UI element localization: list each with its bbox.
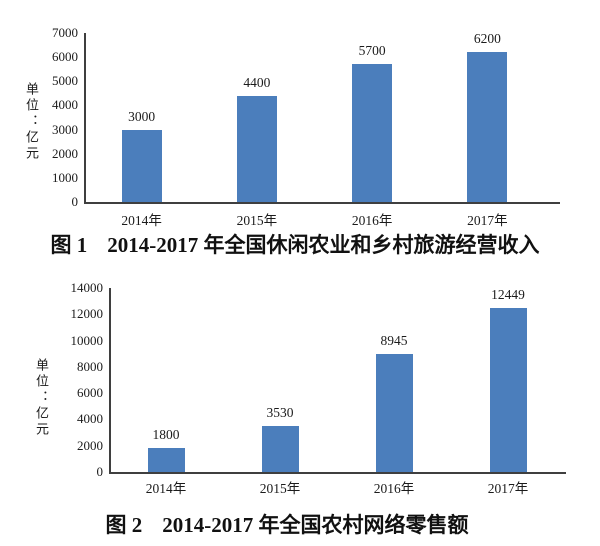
y-tick-label: 7000 xyxy=(52,25,78,40)
figure-1-caption: 图 1 2014-2017 年全国休闲农业和乡村旅游经营收入 xyxy=(0,233,595,257)
y-tick-label: 0 xyxy=(96,464,104,479)
bar-2014 xyxy=(121,129,162,202)
bar-2016 xyxy=(375,354,413,472)
x-category-label: 2014年 xyxy=(121,213,162,228)
y-tick-label: 4000 xyxy=(77,411,103,427)
x-category-label: 2017年 xyxy=(487,481,529,496)
x-category-label: 2017年 xyxy=(467,213,508,228)
bar-value-label: 3530 xyxy=(266,404,294,420)
x-category-label: 2016年 xyxy=(373,481,415,496)
figure-1-chart: 单位：亿元 0 1000 2000 3000 4000 5000 6000 7000 3000 2… xyxy=(0,25,595,257)
x-axis-line xyxy=(109,472,566,474)
x-axis-line xyxy=(84,202,560,204)
figure-1-label: 图 1 xyxy=(50,233,88,257)
bar-value-label: 5700 xyxy=(358,43,386,59)
bar-2015 xyxy=(261,425,299,472)
y-tick-label: 10000 xyxy=(70,332,104,348)
bar-value-label: 12449 xyxy=(491,287,525,303)
y-tick-label: 12000 xyxy=(70,306,104,322)
y-axis-unit-label: 单位：亿元 xyxy=(24,82,39,162)
y-tick-label: 1000 xyxy=(52,169,78,185)
y-tick-label: 6000 xyxy=(52,49,78,65)
y-tick-label: 6000 xyxy=(77,385,103,401)
x-category-label: 2016年 xyxy=(351,213,393,228)
y-tick-label: 2000 xyxy=(77,437,103,453)
figure-2-title: 2014-2017 年全国农村网络零售额 xyxy=(162,513,469,537)
y-axis-line xyxy=(84,33,86,204)
x-category-label: 2015年 xyxy=(259,481,301,496)
bar-2014 xyxy=(147,448,185,472)
y-tick-label: 3000 xyxy=(52,121,78,137)
y-axis-unit-label: 单位：亿元 xyxy=(34,358,49,438)
figure-1-plot-area: 0 1000 2000 3000 4000 5000 6000 7000 3000 2014年 44… xyxy=(52,25,560,228)
bar-value-label: 4400 xyxy=(243,74,271,90)
y-tick-label: 8000 xyxy=(77,358,103,374)
figure-2-caption: 图 2 2014-2017 年全国农村网络零售额 xyxy=(0,513,587,537)
y-axis-line xyxy=(109,288,111,474)
y-tick-label: 0 xyxy=(71,194,79,209)
bar-value-label: 6200 xyxy=(473,31,501,47)
figure-2-chart: 单位：亿元 0 2000 4000 6000 8000 10000 12000 14000 18… xyxy=(0,273,600,546)
y-tick-label: 4000 xyxy=(52,97,78,113)
y-tick-label: 14000 xyxy=(70,280,104,295)
bar-value-label: 1800 xyxy=(152,427,180,443)
y-tick-label: 5000 xyxy=(52,73,78,89)
bar-2017 xyxy=(489,308,527,472)
figure-1-title: 2014-2017 年全国休闲农业和乡村旅游经营收入 xyxy=(107,233,540,257)
bar-2017 xyxy=(467,52,508,202)
bar-2016 xyxy=(352,64,393,202)
x-category-label: 2014年 xyxy=(145,481,187,496)
x-category-label: 2015年 xyxy=(236,213,278,228)
bar-value-label: 8945 xyxy=(380,333,408,349)
y-tick-label: 2000 xyxy=(52,145,78,161)
bar-value-label: 3000 xyxy=(128,108,156,124)
figure-2-label: 图 2 xyxy=(105,513,143,537)
bar-2015 xyxy=(236,95,277,202)
figure-2-plot-area: 0 2000 4000 6000 8000 10000 12000 14000 1800 2014… xyxy=(0,273,600,546)
